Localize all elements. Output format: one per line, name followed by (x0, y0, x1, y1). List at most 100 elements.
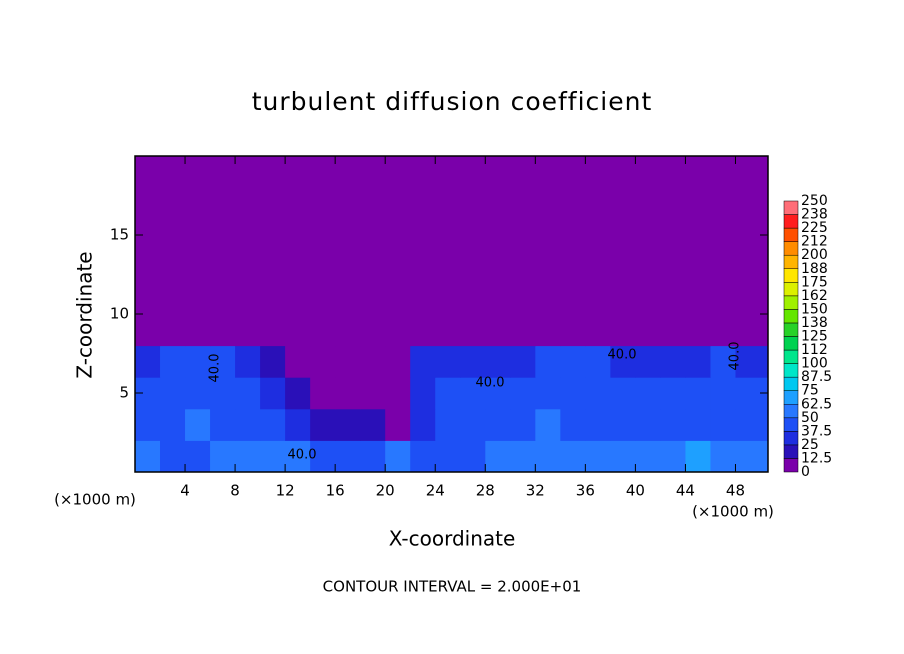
colorbar-label: 150 (801, 301, 828, 317)
field-cell (210, 314, 236, 347)
field-cell (460, 377, 486, 410)
field-cell (710, 345, 736, 378)
field-cell (585, 408, 611, 441)
field-cell (435, 156, 461, 315)
field-cell (735, 408, 769, 441)
field-cell (185, 440, 211, 473)
colorbar-label: 200 (801, 247, 828, 263)
field-cell (510, 377, 536, 410)
colorbar-label: 0 (801, 464, 810, 480)
x-tick-label: 8 (230, 482, 240, 500)
field-cell (485, 156, 511, 315)
field-cell (685, 314, 711, 347)
field-cell (510, 314, 536, 347)
colorbar-label: 100 (801, 356, 828, 372)
field-cell (285, 345, 311, 378)
field-cell (435, 345, 461, 378)
field-cell (210, 408, 236, 441)
field-cell (360, 408, 386, 441)
field-cell (535, 156, 561, 315)
colorbar-segment (783, 404, 799, 419)
field-cell (710, 156, 736, 315)
field-cell (360, 314, 386, 347)
field-cell (610, 314, 636, 347)
field-cell (485, 314, 511, 347)
colorbar-segment (783, 417, 799, 432)
field-cell (435, 314, 461, 347)
contour-interval: CONTOUR INTERVAL = 2.000E+01 (323, 578, 582, 596)
field-cell (585, 156, 611, 315)
x-tick-label: 20 (376, 482, 395, 500)
field-cell (410, 440, 436, 473)
field-cell (210, 440, 236, 473)
field-cell (560, 440, 586, 473)
x-tick-label: 48 (726, 482, 745, 500)
colorbar-label: 12.5 (801, 450, 832, 466)
field-cell (235, 440, 261, 473)
field-cell (710, 377, 736, 410)
field-cell (485, 440, 511, 473)
field-cell (160, 408, 186, 441)
colorbar-segment (783, 227, 799, 242)
field (135, 156, 769, 473)
field-cell (710, 440, 736, 473)
colorbar-label: 50 (801, 410, 819, 426)
x-tick-label: 32 (526, 482, 545, 500)
field-cell (260, 377, 286, 410)
field-cell (410, 314, 436, 347)
field-cell (460, 156, 486, 315)
field-cell (585, 440, 611, 473)
field-cell (260, 314, 286, 347)
field-cell (560, 314, 586, 347)
field-cell (735, 314, 769, 347)
x-unit-label: (×1000 m) (692, 503, 774, 521)
colorbar-label: 37.5 (801, 423, 832, 439)
field-cell (410, 156, 436, 315)
field-cell (260, 156, 286, 315)
colorbar-segment (783, 295, 799, 310)
field-cell (485, 408, 511, 441)
field-cell (485, 345, 511, 378)
field-cell (685, 408, 711, 441)
field-cell (235, 377, 261, 410)
field-cell (535, 377, 561, 410)
field-cell (260, 408, 286, 441)
field-cell (685, 440, 711, 473)
field-cell (210, 156, 236, 315)
field-cell (685, 377, 711, 410)
colorbar-segment (783, 336, 799, 351)
field-cell (360, 345, 386, 378)
colorbar-segment (783, 282, 799, 297)
contour-label: 40.0 (728, 342, 743, 371)
field-cell (410, 408, 436, 441)
field-cell (235, 408, 261, 441)
field-cell (310, 345, 336, 378)
field-cell (260, 440, 286, 473)
field-cell (185, 314, 211, 347)
field-cell (235, 156, 261, 315)
field-cell (385, 345, 411, 378)
field-cell (410, 345, 436, 378)
field-cell (360, 377, 386, 410)
colorbar-label: 162 (801, 288, 828, 304)
field-cell (510, 345, 536, 378)
field-cell (435, 440, 461, 473)
field-cell (385, 408, 411, 441)
field-cell (160, 377, 186, 410)
colorbar-segment (783, 349, 799, 364)
field-cell (460, 345, 486, 378)
colorbar-label: 250 (801, 193, 828, 209)
field-cell (560, 377, 586, 410)
field-cell (560, 408, 586, 441)
y-tick-label: 5 (119, 384, 129, 402)
field-cell (210, 377, 236, 410)
field-cell (135, 408, 161, 441)
field-cell (135, 440, 161, 473)
field-cell (310, 314, 336, 347)
field-cell (535, 314, 561, 347)
colorbar-label: 238 (801, 207, 828, 223)
field-cell (510, 440, 536, 473)
field-cell (160, 314, 186, 347)
field-cell (360, 156, 386, 315)
